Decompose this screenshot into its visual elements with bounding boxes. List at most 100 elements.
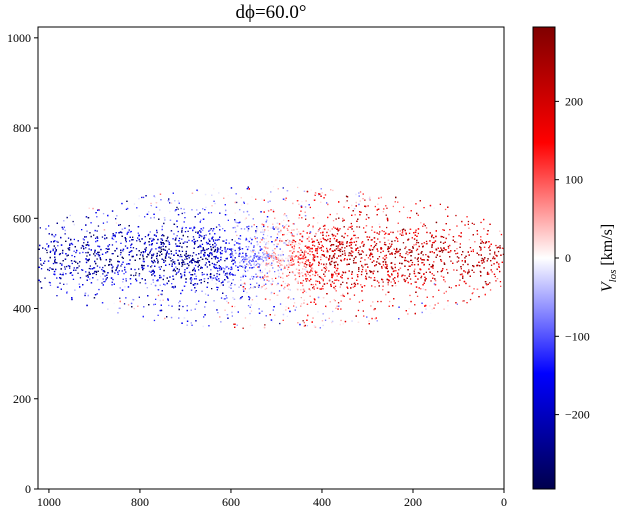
scatter-point [54,247,56,249]
scatter-point [182,305,184,308]
scatter-point [122,250,124,252]
scatter-point [501,247,504,249]
scatter-point [249,283,252,286]
scatter-point [348,270,350,272]
scatter-point [96,293,98,295]
scatter-point [301,272,303,274]
scatter-point [201,272,203,274]
scatter-point [202,325,204,328]
scatter-point [203,235,205,237]
scatter-point [181,250,184,252]
scatter-point [396,247,398,250]
scatter-point [443,262,445,264]
scatter-point [339,248,341,250]
scatter-point [152,238,154,240]
scatter-point [95,271,98,273]
scatter-point [274,255,276,257]
scatter-point [304,206,307,208]
scatter-point [323,238,325,240]
scatter-point [227,248,229,250]
scatter-point [117,264,119,266]
scatter-point [187,266,189,269]
scatter-point [440,275,443,277]
scatter-point [217,312,219,314]
scatter-point [378,233,380,235]
scatter-point [281,257,283,260]
scatter-point [62,228,64,230]
scatter-point [244,317,247,319]
chart-title: dϕ=60.0° [235,2,306,23]
scatter-point [108,264,111,266]
scatter-point [184,263,186,265]
scatter-point [500,233,503,236]
scatter-point [291,259,293,261]
scatter-point [317,246,319,248]
scatter-point [396,238,399,240]
scatter-point [277,228,279,230]
scatter-point [394,240,396,242]
scatter-point [282,280,284,283]
scatter-point [298,251,301,254]
scatter-point [120,231,122,233]
scatter-point [355,237,357,239]
scatter-point [308,236,310,238]
scatter-point [376,214,378,216]
scatter-point [225,249,227,251]
scatter-point [274,217,276,219]
scatter-point [75,261,77,263]
scatter-point [220,284,222,286]
scatter-point [88,267,90,270]
scatter-point [407,313,409,315]
scatter-point [217,250,219,252]
scatter-point [378,197,380,199]
scatter-point [61,263,63,265]
scatter-point [222,267,224,269]
scatter-point [275,258,277,260]
scatter-point [227,195,229,197]
scatter-point [206,266,208,268]
scatter-point [66,216,68,219]
scatter-point [150,249,152,251]
scatter-point [303,325,305,327]
scatter-point [382,285,384,287]
scatter-point [81,229,83,231]
scatter-point [254,237,257,240]
scatter-point [337,267,339,270]
scatter-point [307,252,309,255]
scatter-point [217,248,219,250]
scatter-point [262,230,264,232]
scatter-point [434,304,436,306]
scatter-point [259,246,261,248]
scatter-point [234,305,236,308]
scatter-point [73,238,75,241]
scatter-point [288,242,290,244]
scatter-point [319,227,321,229]
scatter-point [353,208,356,210]
scatter-point [327,203,329,206]
scatter-point [361,257,363,259]
scatter-point [317,222,319,224]
scatter-point [101,282,103,284]
scatter-point [160,293,162,295]
scatter-point [365,269,367,271]
scatter-point [458,257,460,259]
scatter-point [312,217,315,219]
scatter-point [263,276,265,278]
scatter-point [194,270,196,272]
scatter-point [130,302,133,305]
scatter-point [397,201,399,203]
scatter-point [359,260,362,263]
scatter-point [294,256,296,258]
scatter-point [349,298,351,300]
scatter-point [213,250,216,253]
scatter-point [394,266,396,269]
scatter-point [235,252,237,254]
scatter-point [289,250,291,252]
scatter-point [273,292,275,295]
scatter-point [283,242,286,244]
scatter-point [183,212,186,214]
scatter-point [167,236,169,238]
scatter-point [62,273,64,276]
scatter-point [407,210,410,212]
scatter-point [147,265,149,267]
